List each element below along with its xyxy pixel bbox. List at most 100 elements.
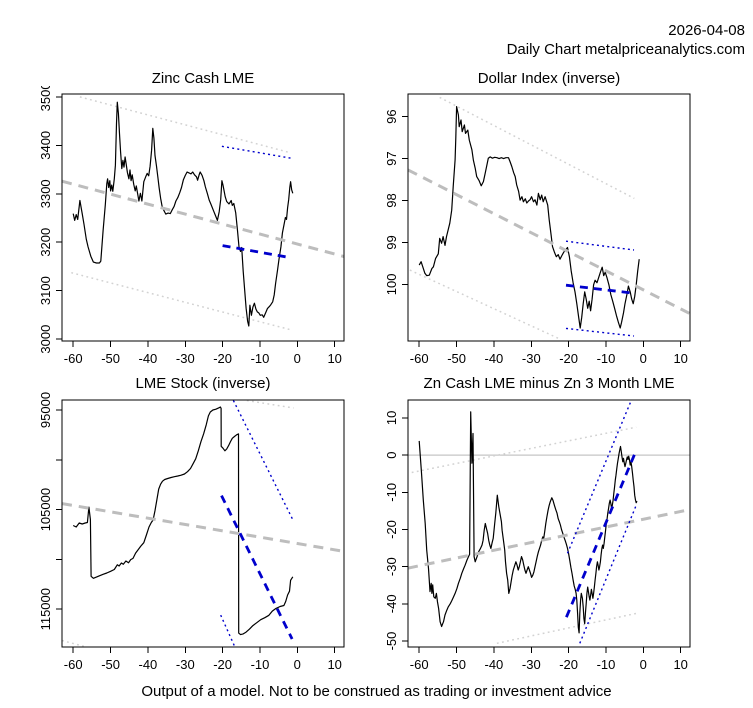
panel-plot-zinc-cash: -60 -50 -40 -30 -20 -10 0 10 3000 3100 3200 3300 340… bbox=[18, 82, 358, 373]
trend-channel-lower bbox=[71, 271, 292, 331]
y-tick-label: 98 bbox=[384, 193, 399, 207]
x-tick-label: 0 bbox=[640, 657, 647, 672]
x-tick-label: -10 bbox=[597, 351, 616, 366]
y-tick-label: 99 bbox=[384, 235, 399, 249]
trend-channel-upper bbox=[246, 400, 294, 409]
y-tick-label: 3400 bbox=[38, 131, 53, 160]
model-channel-lower bbox=[565, 327, 635, 337]
x-tick-label: 10 bbox=[327, 351, 341, 366]
y-tick-label: 0 bbox=[384, 451, 399, 458]
trend-channel-upper bbox=[411, 426, 637, 474]
x-tick-label: -40 bbox=[485, 657, 504, 672]
trend-centerline bbox=[408, 168, 690, 315]
y-tick-label: 10 bbox=[384, 411, 399, 425]
panel-title-zn-spread: Zn Cash LME minus Zn 3 Month LME bbox=[423, 375, 675, 392]
model-channel-upper bbox=[566, 400, 632, 554]
trend-centerline bbox=[408, 508, 690, 570]
y-tick-label: 3000 bbox=[38, 325, 53, 354]
trend-centerline bbox=[62, 179, 344, 259]
trend-channel-upper bbox=[439, 96, 635, 200]
x-tick-label: -10 bbox=[251, 657, 270, 672]
y-tick-label: 105000 bbox=[38, 488, 53, 531]
lme-stock-line bbox=[72, 406, 294, 636]
x-tick-label: -10 bbox=[597, 657, 616, 672]
x-tick-label: 10 bbox=[327, 657, 341, 672]
report-header: 2026-04-08 Daily Chart metalpriceanalyti… bbox=[507, 21, 745, 59]
plot-svg: -60 -50 -40 -30 -20 -10 0 10 95000 105000 115000 bbox=[38, 392, 345, 672]
model-centerline bbox=[220, 494, 294, 640]
x-tick-label: -20 bbox=[559, 351, 578, 366]
x-tick-label: -60 bbox=[64, 657, 83, 672]
x-tick-label: -20 bbox=[213, 351, 232, 366]
x-tick-label: -40 bbox=[139, 351, 158, 366]
y-tick-label: -10 bbox=[384, 483, 399, 502]
y-tick-label: 3500 bbox=[38, 86, 53, 111]
x-tick-label: -20 bbox=[559, 657, 578, 672]
trend-channel-lower bbox=[496, 612, 638, 645]
x-tick-label: 10 bbox=[673, 657, 687, 672]
plot-svg: -60 -50 -40 -30 -20 -10 0 10 10 0 -10 -20 -30 -40 -50 bbox=[384, 399, 691, 672]
y-tick-label: 3200 bbox=[38, 228, 53, 257]
x-tick-label: -30 bbox=[522, 351, 541, 366]
panel-plot-lme-stock: -60 -50 -40 -30 -20 -10 0 10 95000 105000 115000 bbox=[18, 392, 358, 679]
trend-channel-lower bbox=[62, 639, 87, 647]
trend-channel-upper bbox=[79, 96, 290, 154]
x-tick-label: -50 bbox=[447, 657, 466, 672]
trend-channel-lower bbox=[409, 269, 560, 340]
panel-plot-dollar-index: -60 -50 -40 -30 -20 -10 0 10 96 97 98 99 100 bbox=[364, 86, 704, 373]
y-tick-label: 97 bbox=[384, 151, 399, 165]
x-tick-label: -30 bbox=[176, 657, 195, 672]
x-tick-label: -10 bbox=[251, 351, 270, 366]
panel-title-lme-stock: LME Stock (inverse) bbox=[135, 375, 271, 392]
report-source: Daily Chart metalpriceanalytics.com bbox=[506, 41, 745, 58]
x-tick-label: -60 bbox=[410, 657, 429, 672]
x-tick-label: -20 bbox=[213, 657, 232, 672]
y-tick-label: 115000 bbox=[38, 588, 53, 630]
y-tick-label: -50 bbox=[384, 632, 399, 651]
x-tick-label: -30 bbox=[522, 657, 541, 672]
plot-svg: -60 -50 -40 -30 -20 -10 0 10 3000 3100 3200 3300 340… bbox=[38, 82, 345, 366]
plot-box bbox=[61, 93, 345, 342]
x-tick-label: -50 bbox=[101, 657, 120, 672]
x-tick-label: -30 bbox=[176, 351, 195, 366]
zn-spread-line bbox=[418, 411, 638, 634]
y-tick-label: 3300 bbox=[38, 179, 53, 208]
x-tick-label: -50 bbox=[447, 351, 466, 366]
model-channel-upper bbox=[221, 145, 293, 160]
x-tick-label: -60 bbox=[64, 351, 83, 366]
y-tick-label: 95000 bbox=[38, 392, 53, 428]
model-centerline bbox=[565, 283, 634, 295]
zinc-cash-price-line bbox=[72, 101, 294, 327]
x-tick-label: -50 bbox=[101, 351, 120, 366]
x-tick-label: -40 bbox=[485, 351, 504, 366]
y-tick-label: -20 bbox=[384, 520, 399, 539]
report-date: 2026-04-08 bbox=[668, 22, 745, 39]
panel-title-zinc-cash: Zinc Cash LME bbox=[151, 70, 255, 87]
model-centerline bbox=[565, 451, 637, 618]
model-channel-upper bbox=[565, 240, 635, 251]
x-tick-label: 0 bbox=[294, 657, 301, 672]
plot-box bbox=[407, 399, 691, 648]
y-tick-label: -40 bbox=[384, 594, 399, 613]
plot-box bbox=[61, 399, 345, 648]
model-centerline bbox=[222, 244, 291, 260]
panel-title-dollar-index: Dollar Index (inverse) bbox=[477, 70, 621, 87]
y-tick-label: 3100 bbox=[38, 276, 53, 305]
model-channel-lower bbox=[220, 614, 236, 647]
plot-svg: -60 -50 -40 -30 -20 -10 0 10 96 97 98 99 100 bbox=[384, 93, 691, 366]
x-tick-label: -40 bbox=[139, 657, 158, 672]
disclaimer: Output of a model. Not to be construed a… bbox=[141, 683, 612, 700]
y-tick-label: 100 bbox=[384, 274, 399, 296]
y-tick-label: -30 bbox=[384, 557, 399, 576]
panel-plot-zn-spread: -60 -50 -40 -30 -20 -10 0 10 10 0 -10 -20 -30 -40 -50 bbox=[364, 392, 704, 679]
y-tick-label: 96 bbox=[384, 109, 399, 123]
x-tick-label: 10 bbox=[673, 351, 687, 366]
model-channel-lower bbox=[579, 505, 637, 644]
x-tick-label: 0 bbox=[294, 351, 301, 366]
trend-centerline bbox=[62, 502, 344, 553]
x-tick-label: -60 bbox=[410, 351, 429, 366]
plot-box bbox=[407, 93, 691, 342]
model-channel-upper bbox=[232, 400, 294, 521]
x-tick-label: 0 bbox=[640, 351, 647, 366]
